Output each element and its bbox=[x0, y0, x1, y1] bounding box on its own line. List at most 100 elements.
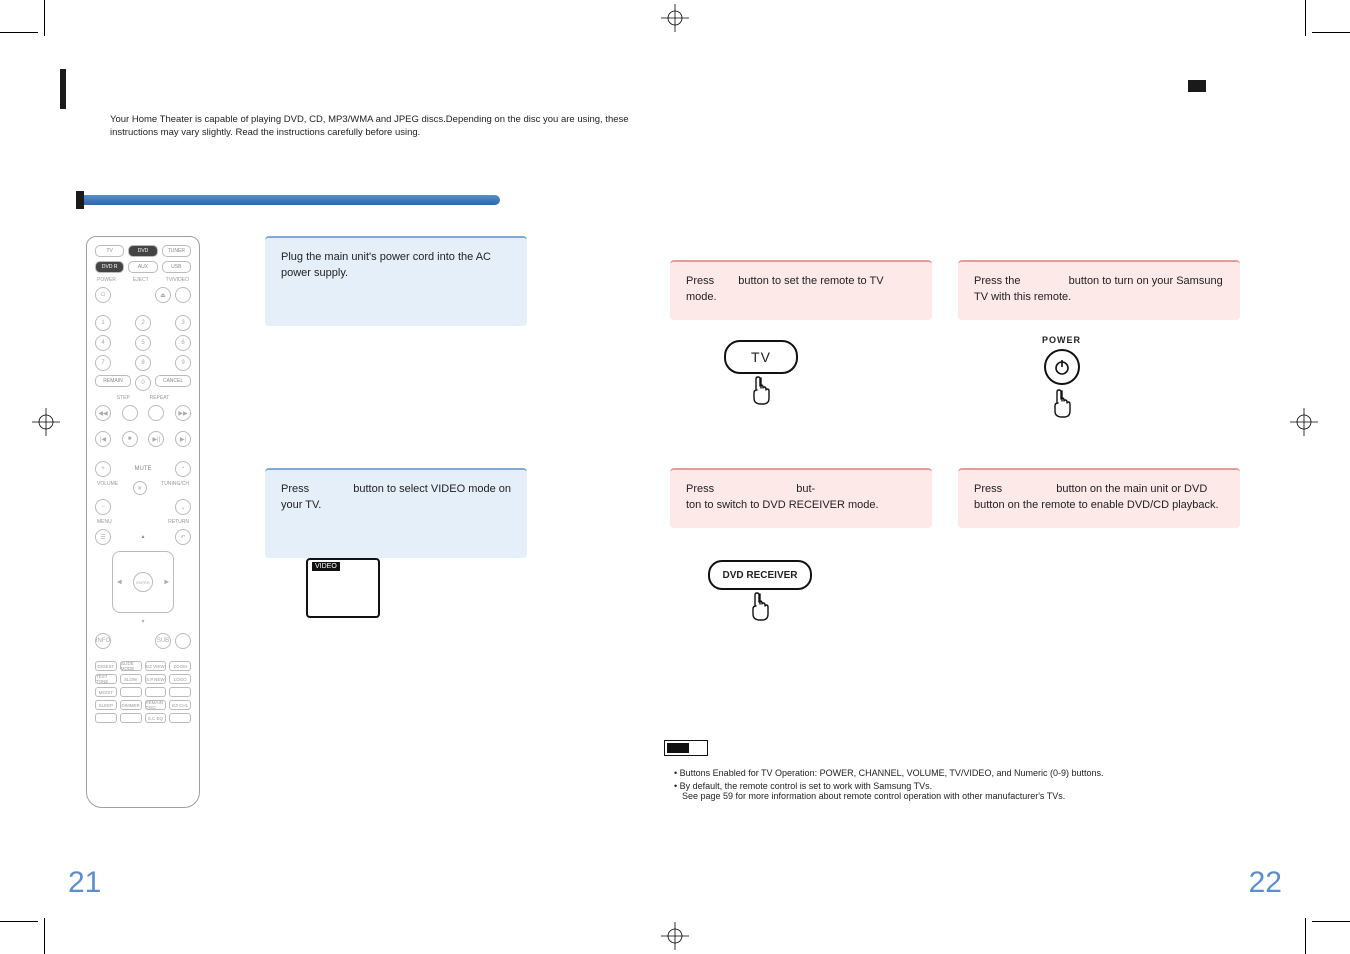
remote-rewind-icon: ◀◀ bbox=[95, 405, 111, 421]
crop-mark bbox=[0, 921, 38, 922]
remote-digit: 1 bbox=[95, 315, 111, 331]
note-block: Buttons Enabled for TV Operation: POWER,… bbox=[664, 740, 1304, 804]
remote-digit: 2 bbox=[135, 315, 151, 331]
remote-small-button: EZ VIEW bbox=[145, 661, 167, 671]
remote-repeat-button bbox=[148, 405, 164, 421]
crop-mark bbox=[44, 918, 45, 954]
text-fragment: Press bbox=[974, 483, 1005, 495]
remote-forward-icon: ▶▶ bbox=[175, 405, 191, 421]
tv-button-shape: TV bbox=[724, 340, 798, 374]
remote-menu-label: MENU bbox=[97, 519, 112, 525]
text-fragment: button to select VIDEO mode on your TV. bbox=[281, 483, 511, 511]
registration-mark-icon bbox=[32, 408, 60, 436]
step-card-4: Press but- button to switch to DVD RECEI… bbox=[670, 468, 932, 528]
remote-tune-up-icon: ⌃ bbox=[175, 461, 191, 477]
step-card-5: Press the button to turn on your Samsung… bbox=[958, 260, 1240, 320]
spread: Your Home Theater is capable of playing … bbox=[60, 50, 1290, 904]
tv-button-figure: TV bbox=[724, 340, 798, 406]
remote-dpad: ◀ ▶ ENTER bbox=[112, 551, 174, 613]
power-button-figure: POWER bbox=[1042, 335, 1081, 419]
remote-volume-label: VOLUME bbox=[97, 481, 118, 495]
section-divider-bar bbox=[80, 195, 500, 205]
remote-digit: 9 bbox=[175, 355, 191, 371]
remote-tuning-label: TUNING/CH bbox=[161, 481, 189, 495]
remote-small-button: SLOW bbox=[120, 674, 142, 684]
remote-small-button: S.C EQ bbox=[145, 713, 167, 723]
text-fragment: Press bbox=[686, 275, 717, 287]
remote-digit: 0 bbox=[135, 375, 151, 391]
remote-dvdr-button: DVD R bbox=[95, 261, 124, 273]
remote-enter-button: ENTER bbox=[133, 572, 153, 592]
remote-mute-icon: ✕ bbox=[133, 481, 147, 495]
remote-small-button: ZOOM bbox=[169, 661, 191, 671]
registration-mark-icon bbox=[1290, 408, 1318, 436]
video-button-figure: VIDEO bbox=[306, 558, 380, 618]
remote-play-icon: ▶|| bbox=[148, 431, 164, 447]
remote-small-button bbox=[169, 687, 191, 697]
remote-small-button bbox=[169, 713, 191, 723]
remote-tune-down-icon: ⌄ bbox=[175, 499, 191, 515]
note-item: By default, the remote control is set to… bbox=[674, 781, 1304, 801]
hand-pointer-icon bbox=[1048, 389, 1076, 419]
chapter-tab bbox=[1188, 80, 1206, 92]
dvd-receiver-button-label: DVD RECEIVER bbox=[722, 570, 797, 581]
divider-nub bbox=[76, 191, 84, 209]
text-fragment: Press the bbox=[974, 275, 1024, 287]
remote-info-button: INFO bbox=[95, 633, 111, 649]
remote-control-figure: TV DVD TUNER DVD R AUX USB POWER EJECT T… bbox=[86, 236, 200, 808]
crop-mark bbox=[1305, 0, 1306, 36]
remote-digit: 8 bbox=[135, 355, 151, 371]
crop-mark bbox=[1312, 32, 1350, 33]
registration-mark-icon bbox=[661, 4, 689, 32]
step-card-3: Press button to set the remote to TV mod… bbox=[670, 260, 932, 320]
remote-small-button: TEST TONE bbox=[95, 674, 117, 684]
hand-pointer-icon bbox=[747, 376, 775, 406]
remote-remain-button: REMAIN bbox=[95, 375, 131, 387]
remote-digit: 6 bbox=[175, 335, 191, 351]
remote-power-icon: ⏻ bbox=[95, 287, 111, 303]
crop-mark bbox=[1305, 918, 1306, 954]
remote-tvvideo-button bbox=[175, 287, 191, 303]
remote-small-button: DIMMER bbox=[120, 700, 142, 710]
remote-cancel-button: CANCEL bbox=[155, 375, 191, 387]
step-text: Press button to select VIDEO mode on you… bbox=[281, 482, 511, 514]
remote-small-button: REMAIN DISC bbox=[145, 700, 167, 710]
remote-return-button: ↶ bbox=[175, 529, 191, 545]
page-number-left: 21 bbox=[68, 866, 101, 900]
tv-button-label: TV bbox=[751, 349, 771, 365]
remote-small-button bbox=[120, 713, 142, 723]
remote-digit: 4 bbox=[95, 335, 111, 351]
remote-mute-label: MUTE bbox=[135, 466, 152, 472]
remote-small-button: SLIDE MODE bbox=[120, 661, 142, 671]
remote-eject-label: EJECT bbox=[133, 277, 149, 283]
remote-small-button: DIGEST bbox=[95, 661, 117, 671]
remote-small-button bbox=[120, 687, 142, 697]
step-text: Plug the main unit's power cord into the… bbox=[281, 250, 511, 282]
remote-digit: 3 bbox=[175, 315, 191, 331]
page-number-right: 22 bbox=[1249, 866, 1282, 900]
step-text: Press but- button to switch to DVD RECEI… bbox=[686, 482, 916, 514]
crop-mark bbox=[1312, 921, 1350, 922]
remote-repeat-label: REPEAT bbox=[150, 395, 170, 401]
step-text: Press button to set the remote to TV mod… bbox=[686, 274, 916, 306]
dvd-receiver-button-figure: DVD RECEIVER bbox=[708, 560, 812, 622]
note-item: Buttons Enabled for TV Operation: POWER,… bbox=[674, 768, 1304, 778]
remote-step-label: STEP bbox=[117, 395, 130, 401]
registration-mark-icon bbox=[661, 922, 689, 950]
remote-sub-button: SUB bbox=[155, 633, 171, 649]
power-label: POWER bbox=[1042, 335, 1081, 345]
step-card-2: Press button to select VIDEO mode on you… bbox=[265, 468, 527, 558]
remote-volume-down-icon: − bbox=[95, 499, 111, 515]
remote-step-button bbox=[122, 405, 138, 421]
crop-mark bbox=[0, 32, 38, 33]
remote-aux-button: AUX bbox=[128, 261, 157, 273]
remote-small-button: EZ CH1 bbox=[169, 700, 191, 710]
step-card-1: Plug the main unit's power cord into the… bbox=[265, 236, 527, 326]
remote-usb-button: USB bbox=[162, 261, 191, 273]
remote-skipfwd-icon: ▶| bbox=[175, 431, 191, 447]
remote-tvvideo-label: TV/VIDEO bbox=[166, 277, 189, 283]
section-tab bbox=[60, 69, 66, 109]
remote-small-button bbox=[145, 687, 167, 697]
remote-small-button: MO/ST bbox=[95, 687, 117, 697]
power-icon bbox=[1044, 349, 1080, 385]
